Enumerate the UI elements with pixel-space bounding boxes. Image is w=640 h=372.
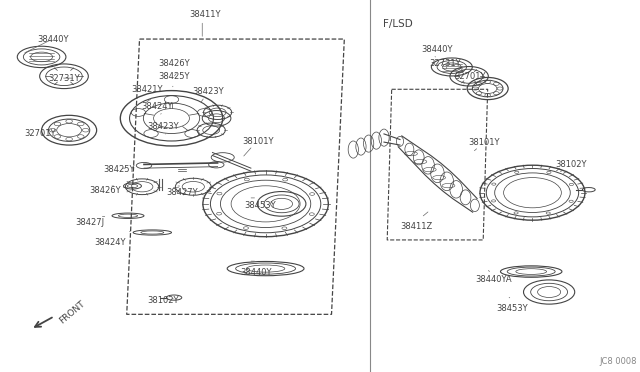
Text: 32731Y: 32731Y — [48, 74, 79, 83]
Text: 38424Y: 38424Y — [141, 102, 172, 110]
Text: 38423Y: 38423Y — [147, 122, 179, 131]
Text: 38440Y: 38440Y — [37, 35, 68, 44]
Text: 32731Y: 32731Y — [429, 59, 460, 68]
Text: 38440YA: 38440YA — [475, 275, 511, 284]
Text: 38421Y: 38421Y — [131, 85, 163, 94]
Text: 38440Y: 38440Y — [240, 268, 271, 277]
Text: 38427J: 38427J — [76, 218, 105, 227]
Text: F/LSD: F/LSD — [383, 19, 412, 29]
Text: 38425Y: 38425Y — [159, 72, 190, 81]
Text: 38102Y: 38102Y — [147, 296, 179, 305]
Text: 38411Z: 38411Z — [400, 222, 432, 231]
Text: 38101Y: 38101Y — [468, 138, 500, 147]
Text: 38411Y: 38411Y — [189, 10, 220, 19]
Text: 38453Y: 38453Y — [244, 201, 276, 210]
Text: 38440Y: 38440Y — [421, 45, 452, 54]
Text: 38426Y: 38426Y — [90, 186, 121, 195]
Text: 38101Y: 38101Y — [242, 137, 273, 146]
Text: 38102Y: 38102Y — [556, 160, 587, 169]
Text: 38427Y: 38427Y — [166, 188, 198, 197]
Text: FRONT: FRONT — [58, 299, 87, 326]
Text: 38426Y: 38426Y — [159, 60, 190, 68]
Text: 38453Y: 38453Y — [496, 304, 527, 312]
Text: 32701Y: 32701Y — [24, 129, 56, 138]
Text: 38423Y: 38423Y — [192, 87, 223, 96]
Text: JC8 0008: JC8 0008 — [599, 357, 637, 366]
Text: 38425Y: 38425Y — [104, 165, 135, 174]
Text: 32701Y: 32701Y — [454, 72, 486, 81]
Text: 38424Y: 38424Y — [95, 238, 126, 247]
